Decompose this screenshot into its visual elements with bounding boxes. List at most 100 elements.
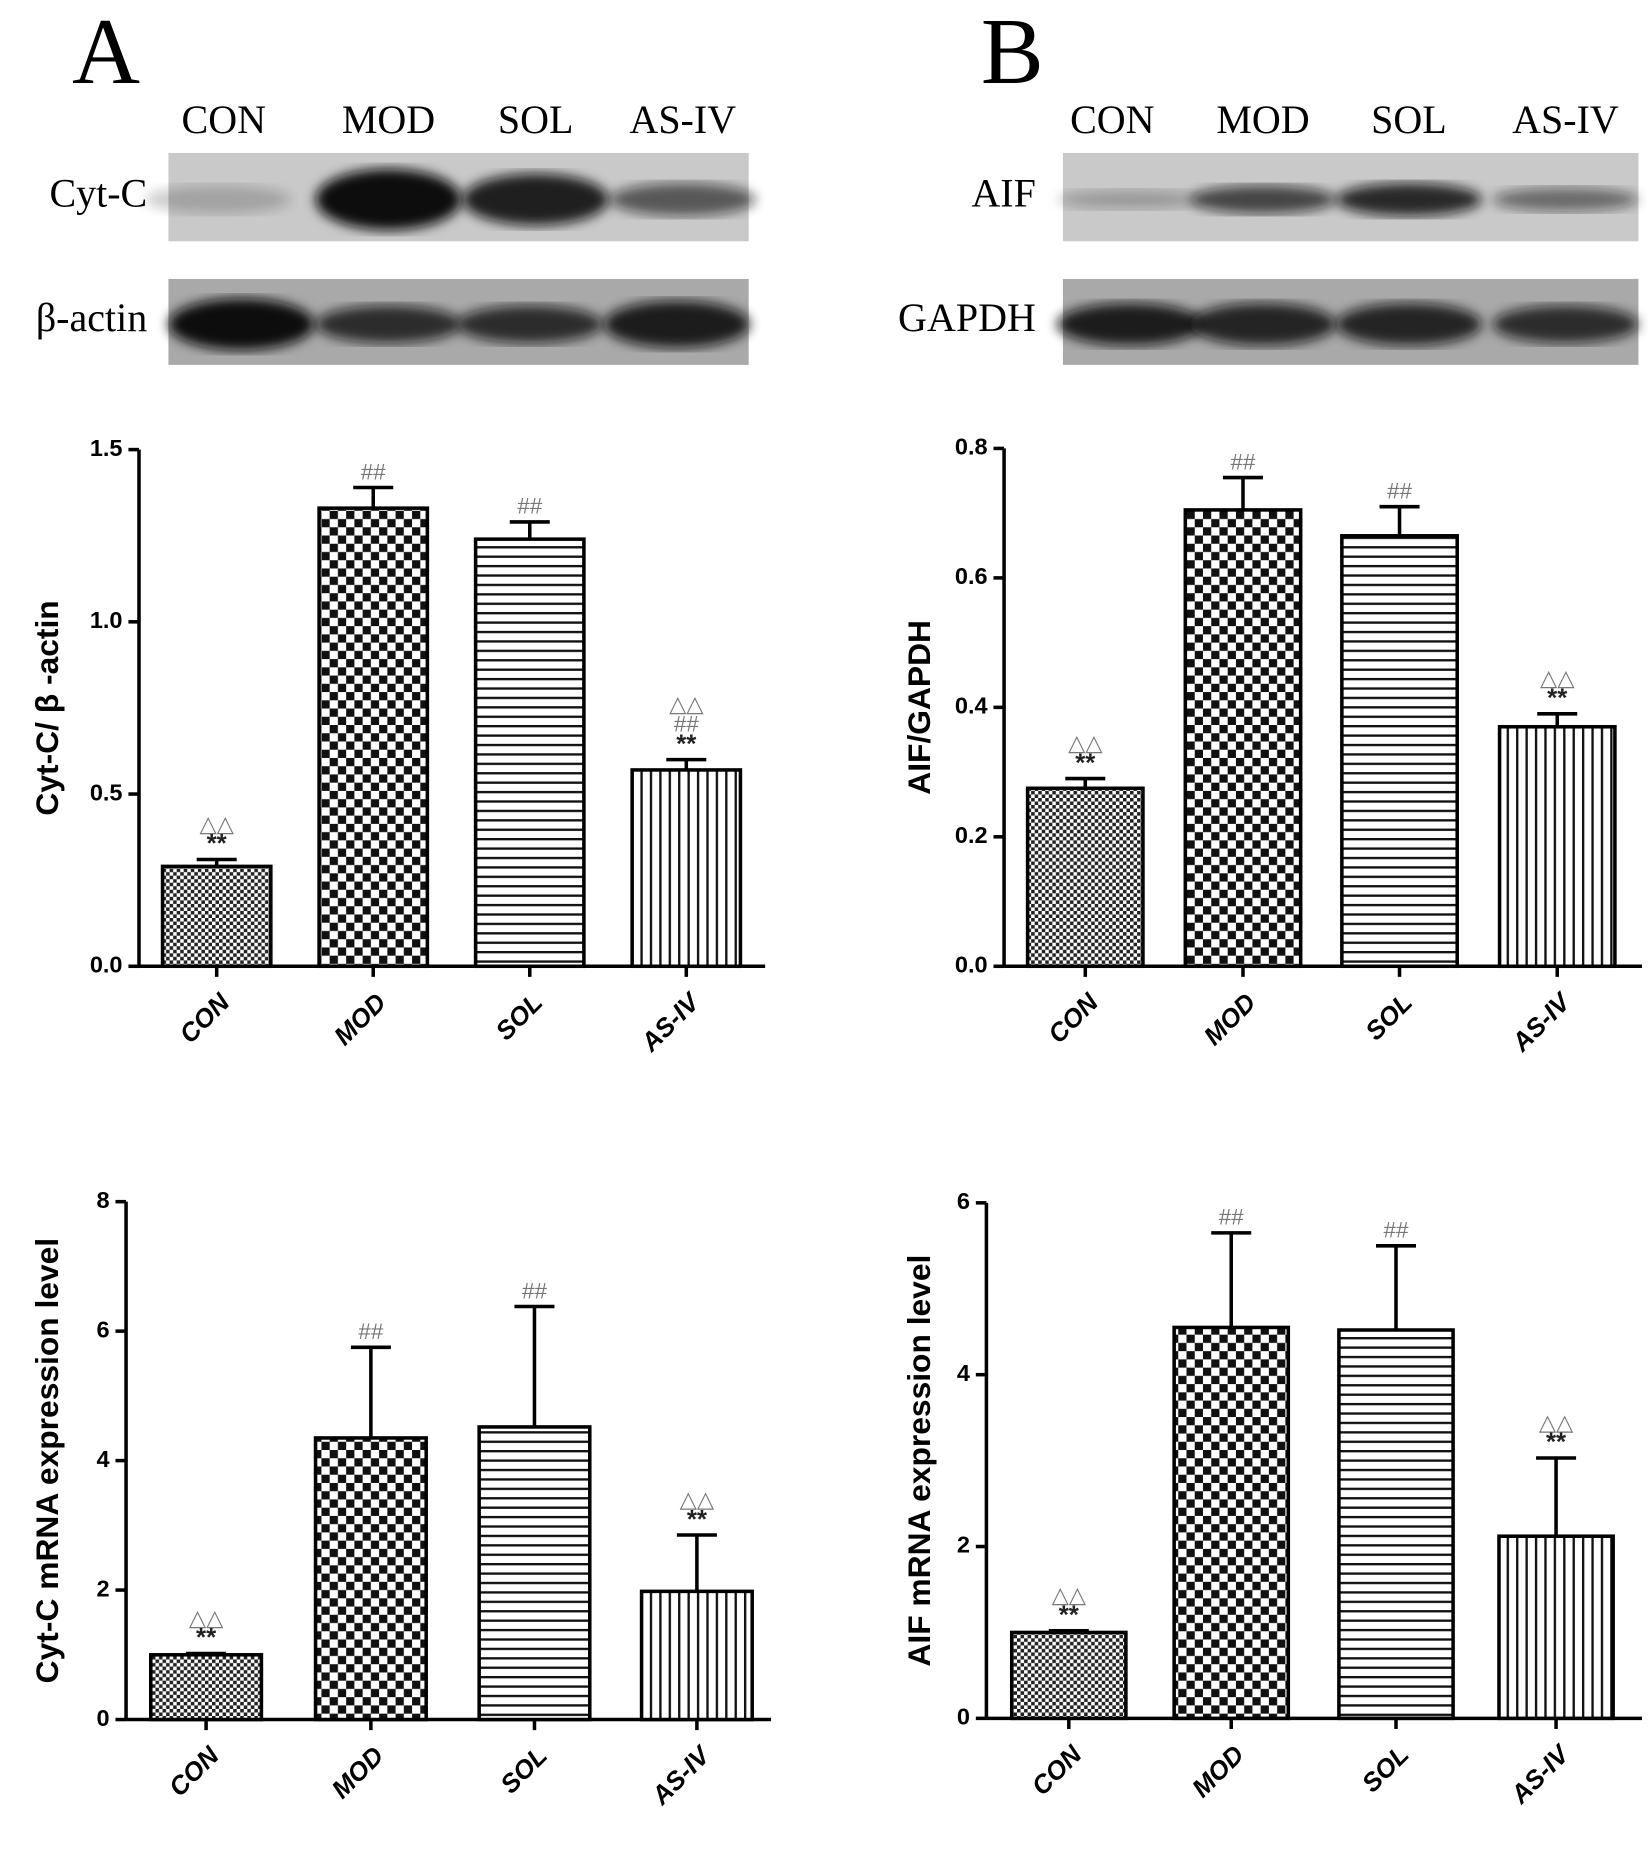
significance-label: ## (361, 459, 386, 484)
x-tick-label: MOD (329, 989, 391, 1051)
y-axis-label: AIF mRNA expression level (901, 1255, 937, 1667)
bar (1497, 1534, 1615, 1721)
significance-label: ** (1547, 685, 1568, 713)
x-tick-label: CON (164, 1741, 225, 1802)
x-tick-label: MOD (1187, 1741, 1249, 1803)
lane-label: SOL (498, 97, 574, 142)
x-tick-label: SOL (491, 989, 548, 1046)
blot-band (1335, 183, 1482, 216)
blot-row-label: β-actin (36, 295, 147, 340)
bar (477, 1425, 592, 1722)
bar (149, 1653, 264, 1722)
bar (1497, 725, 1617, 969)
blot-band (315, 305, 462, 344)
bar (1183, 508, 1303, 969)
lane-label: CON (1070, 97, 1154, 142)
x-tick-label: CON (175, 988, 236, 1049)
y-tick-label: 1.0 (90, 607, 123, 633)
lane-label: CON (182, 97, 266, 142)
x-tick-label: AS-IV (1505, 1739, 1576, 1810)
y-tick-label: 4 (957, 1360, 970, 1386)
y-tick-label: 2 (957, 1532, 970, 1558)
y-axis-label: AIF/GAPDH (901, 620, 937, 795)
significance-label: ## (522, 1278, 547, 1303)
significance-label: ** (676, 730, 697, 758)
x-tick-label: MOD (327, 1742, 389, 1804)
x-tick-label: SOL (496, 1742, 553, 1799)
panel-label: B (981, 0, 1044, 104)
significance-label: ** (687, 1506, 708, 1534)
blot-band (1492, 305, 1639, 344)
lane-label: AS-IV (1512, 97, 1619, 142)
x-tick-label: AS-IV (635, 987, 706, 1058)
x-tick-label: SOL (1357, 1741, 1414, 1798)
y-tick-label: 6 (957, 1188, 970, 1214)
significance-label: △△ (1539, 1410, 1573, 1435)
y-tick-label: 6 (96, 1316, 109, 1342)
y-tick-label: 8 (96, 1187, 109, 1213)
significance-label: ** (1059, 1601, 1080, 1629)
significance-label: ** (207, 830, 228, 858)
significance-label: ## (1384, 1218, 1409, 1243)
bar (317, 506, 430, 969)
y-axis-label: Cyt-C/ β -actin (29, 600, 65, 815)
y-tick-label: 0.8 (955, 434, 988, 460)
y-tick-label: 0.0 (90, 952, 123, 978)
significance-label: ## (1387, 478, 1412, 503)
blot-band (456, 305, 603, 344)
y-tick-label: 0.4 (955, 693, 988, 719)
lane-label: AS-IV (629, 97, 736, 142)
x-tick-label: SOL (1361, 989, 1418, 1046)
y-tick-label: 0.2 (955, 822, 988, 848)
x-tick-label: MOD (1199, 989, 1261, 1051)
blot-band (609, 183, 756, 216)
significance-label: △△ (189, 1605, 223, 1630)
y-tick-label: 0 (96, 1705, 109, 1731)
significance-label: ** (196, 1624, 217, 1652)
bar (1337, 1328, 1455, 1721)
y-tick-label: 1.5 (90, 435, 123, 461)
x-tick-label: CON (1027, 1740, 1088, 1801)
blot-row-label: Cyt-C (49, 170, 147, 215)
lane-label: MOD (1216, 97, 1309, 142)
significance-label: ## (1219, 1205, 1244, 1230)
significance-label: △△ (1068, 730, 1102, 755)
lane-label: SOL (1371, 97, 1447, 142)
bar (630, 768, 743, 969)
significance-label: ## (1231, 449, 1256, 474)
bar (1172, 1325, 1291, 1721)
x-tick-label: CON (1043, 988, 1104, 1049)
x-tick-label: AS-IV (646, 1740, 717, 1811)
blot-band (168, 298, 315, 351)
y-axis-label: Cyt-C mRNA expression level (29, 1238, 65, 1683)
blot-band (1190, 303, 1336, 346)
y-tick-label: 0.5 (90, 779, 123, 805)
bar (1009, 1630, 1128, 1721)
bar (313, 1436, 428, 1722)
significance-label: ## (674, 711, 699, 736)
blot-band (462, 173, 609, 226)
x-tick-label: AS-IV (1506, 987, 1577, 1058)
panel-label: A (72, 0, 140, 104)
y-tick-label: 0.6 (955, 563, 988, 589)
significance-label: ## (517, 494, 542, 519)
y-tick-label: 2 (96, 1575, 109, 1601)
blot-band (603, 300, 750, 348)
bar (1025, 786, 1145, 969)
blot-row-label: GAPDH (898, 295, 1036, 340)
significance-label: ## (358, 1319, 383, 1344)
bar (160, 864, 273, 969)
blot-band (144, 185, 291, 214)
blot-band (315, 168, 462, 231)
y-tick-label: 4 (96, 1446, 109, 1472)
blot-band (1057, 303, 1203, 346)
significance-label: △△ (199, 811, 233, 836)
blot-band (1057, 190, 1203, 209)
significance-label: △△ (680, 1487, 714, 1512)
bar (639, 1589, 754, 1722)
significance-label: ** (1546, 1429, 1567, 1457)
lane-label: MOD (342, 97, 435, 142)
blot-row-label: AIF (971, 170, 1035, 215)
blot-band (1335, 303, 1482, 346)
